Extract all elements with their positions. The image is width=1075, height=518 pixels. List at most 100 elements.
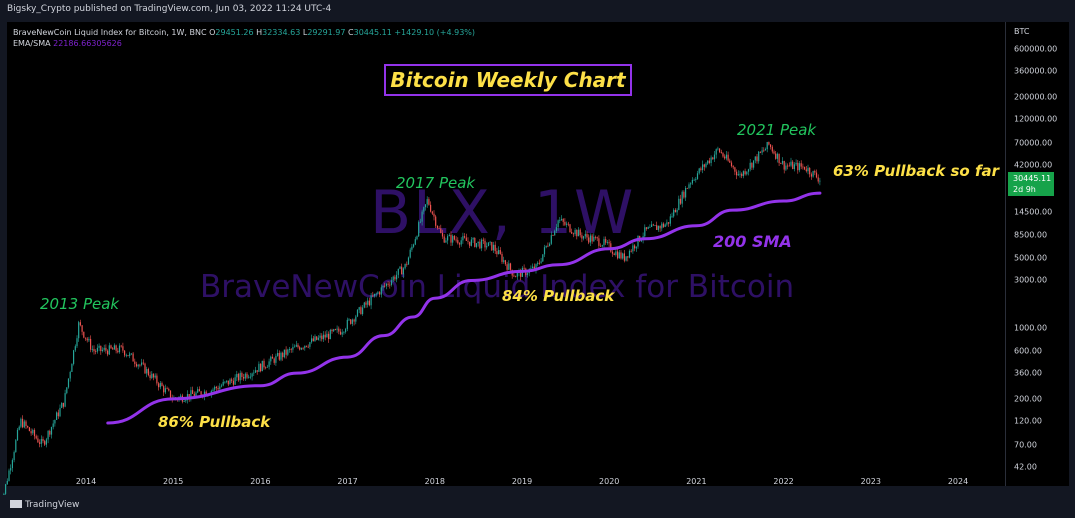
time-tick: 2020 [599, 477, 620, 486]
candle-body [418, 222, 420, 237]
candle-body [795, 162, 797, 165]
candle-body [503, 260, 505, 262]
candle-body [74, 346, 76, 351]
candle-body [273, 358, 275, 363]
candle-body [440, 228, 442, 233]
candle-body [611, 251, 614, 254]
candle-body [118, 345, 121, 353]
candle-body [759, 151, 761, 153]
price-tick: 42.00 [1014, 462, 1037, 472]
price-tick: 200.00 [1014, 394, 1042, 404]
candle-body [430, 204, 432, 212]
candle-body [457, 240, 459, 244]
candle-body [787, 165, 789, 167]
candle-body [605, 239, 607, 243]
candle-body [71, 363, 73, 372]
candle-body [625, 256, 627, 261]
candle-body [67, 378, 70, 388]
candle-body [645, 227, 648, 229]
candle-body [431, 211, 433, 214]
candle-body [560, 218, 563, 221]
legend-low: 29291.97 [307, 28, 346, 37]
candle-body [363, 302, 365, 308]
candle-body [288, 349, 291, 351]
candle-body [662, 223, 665, 227]
candle-body [8, 470, 10, 481]
candle-body [416, 236, 418, 240]
candle-body [263, 360, 265, 368]
tradingview-brand: TradingView [25, 500, 80, 510]
candle-body [474, 237, 476, 247]
candle-body [83, 331, 85, 338]
candle-body [331, 329, 333, 332]
candle-body [355, 316, 357, 322]
candle-body [681, 191, 683, 204]
candle-body [166, 388, 168, 390]
candle-body [367, 300, 369, 305]
candle-body [377, 292, 379, 294]
legend-open-label: O [209, 28, 216, 37]
candle-body [338, 328, 340, 332]
time-tick: 2023 [860, 477, 881, 486]
candle-body [146, 369, 148, 374]
candle-body [292, 346, 294, 350]
candle-body [423, 207, 425, 212]
candle-body [448, 234, 450, 237]
candle-body [384, 285, 386, 287]
candle-body [815, 172, 818, 178]
candle-body [627, 256, 629, 258]
candle-body [394, 276, 396, 280]
candle-body [222, 381, 224, 386]
plot-area[interactable] [7, 22, 1005, 486]
candle-body [805, 169, 807, 172]
candle-body [623, 253, 625, 261]
candle-body [227, 380, 229, 385]
candle-body [613, 253, 615, 255]
candle-body [360, 307, 362, 315]
candle-body [356, 309, 359, 317]
candle-body [251, 373, 253, 377]
time-tick: 2017 [337, 477, 358, 486]
candle-body [467, 240, 469, 242]
candle-body [785, 165, 787, 170]
candle-body [630, 250, 632, 252]
candle-body [78, 322, 80, 339]
candle-body [277, 352, 279, 356]
candle-body [57, 412, 59, 417]
candle-body [382, 285, 384, 288]
candle-body [572, 233, 574, 235]
time-tick: 2015 [163, 477, 184, 486]
candle-body [341, 332, 343, 335]
candle-body [42, 438, 44, 442]
candle-body [271, 356, 274, 359]
candle-body [464, 236, 466, 238]
price-axis[interactable] [1005, 22, 1069, 486]
candle-body [586, 234, 588, 238]
candle-body [98, 345, 100, 348]
candle-body [414, 239, 416, 245]
tradingview-logo[interactable]: TradingView [10, 500, 79, 510]
candle-body [93, 349, 95, 352]
candle-body [810, 174, 812, 177]
candle-body [421, 211, 423, 222]
candle-body [260, 363, 262, 372]
legend-close: 30445.11 [353, 28, 392, 37]
candle-body [768, 142, 770, 145]
candle-body [299, 347, 301, 350]
candle-body [305, 345, 308, 347]
candle-body [297, 344, 299, 348]
candle-body [380, 287, 382, 295]
candle-body [44, 441, 46, 445]
candle-body [229, 379, 231, 385]
candle-body [45, 439, 47, 445]
candle-body [744, 171, 746, 175]
candle-body [513, 275, 515, 277]
last-price: 30445.11 [1013, 174, 1052, 183]
candle-body [122, 346, 124, 351]
candle-body [15, 440, 17, 453]
candle-body [22, 418, 24, 428]
candle-body [346, 319, 348, 330]
candle-body [739, 173, 741, 175]
candle-body [622, 253, 624, 259]
